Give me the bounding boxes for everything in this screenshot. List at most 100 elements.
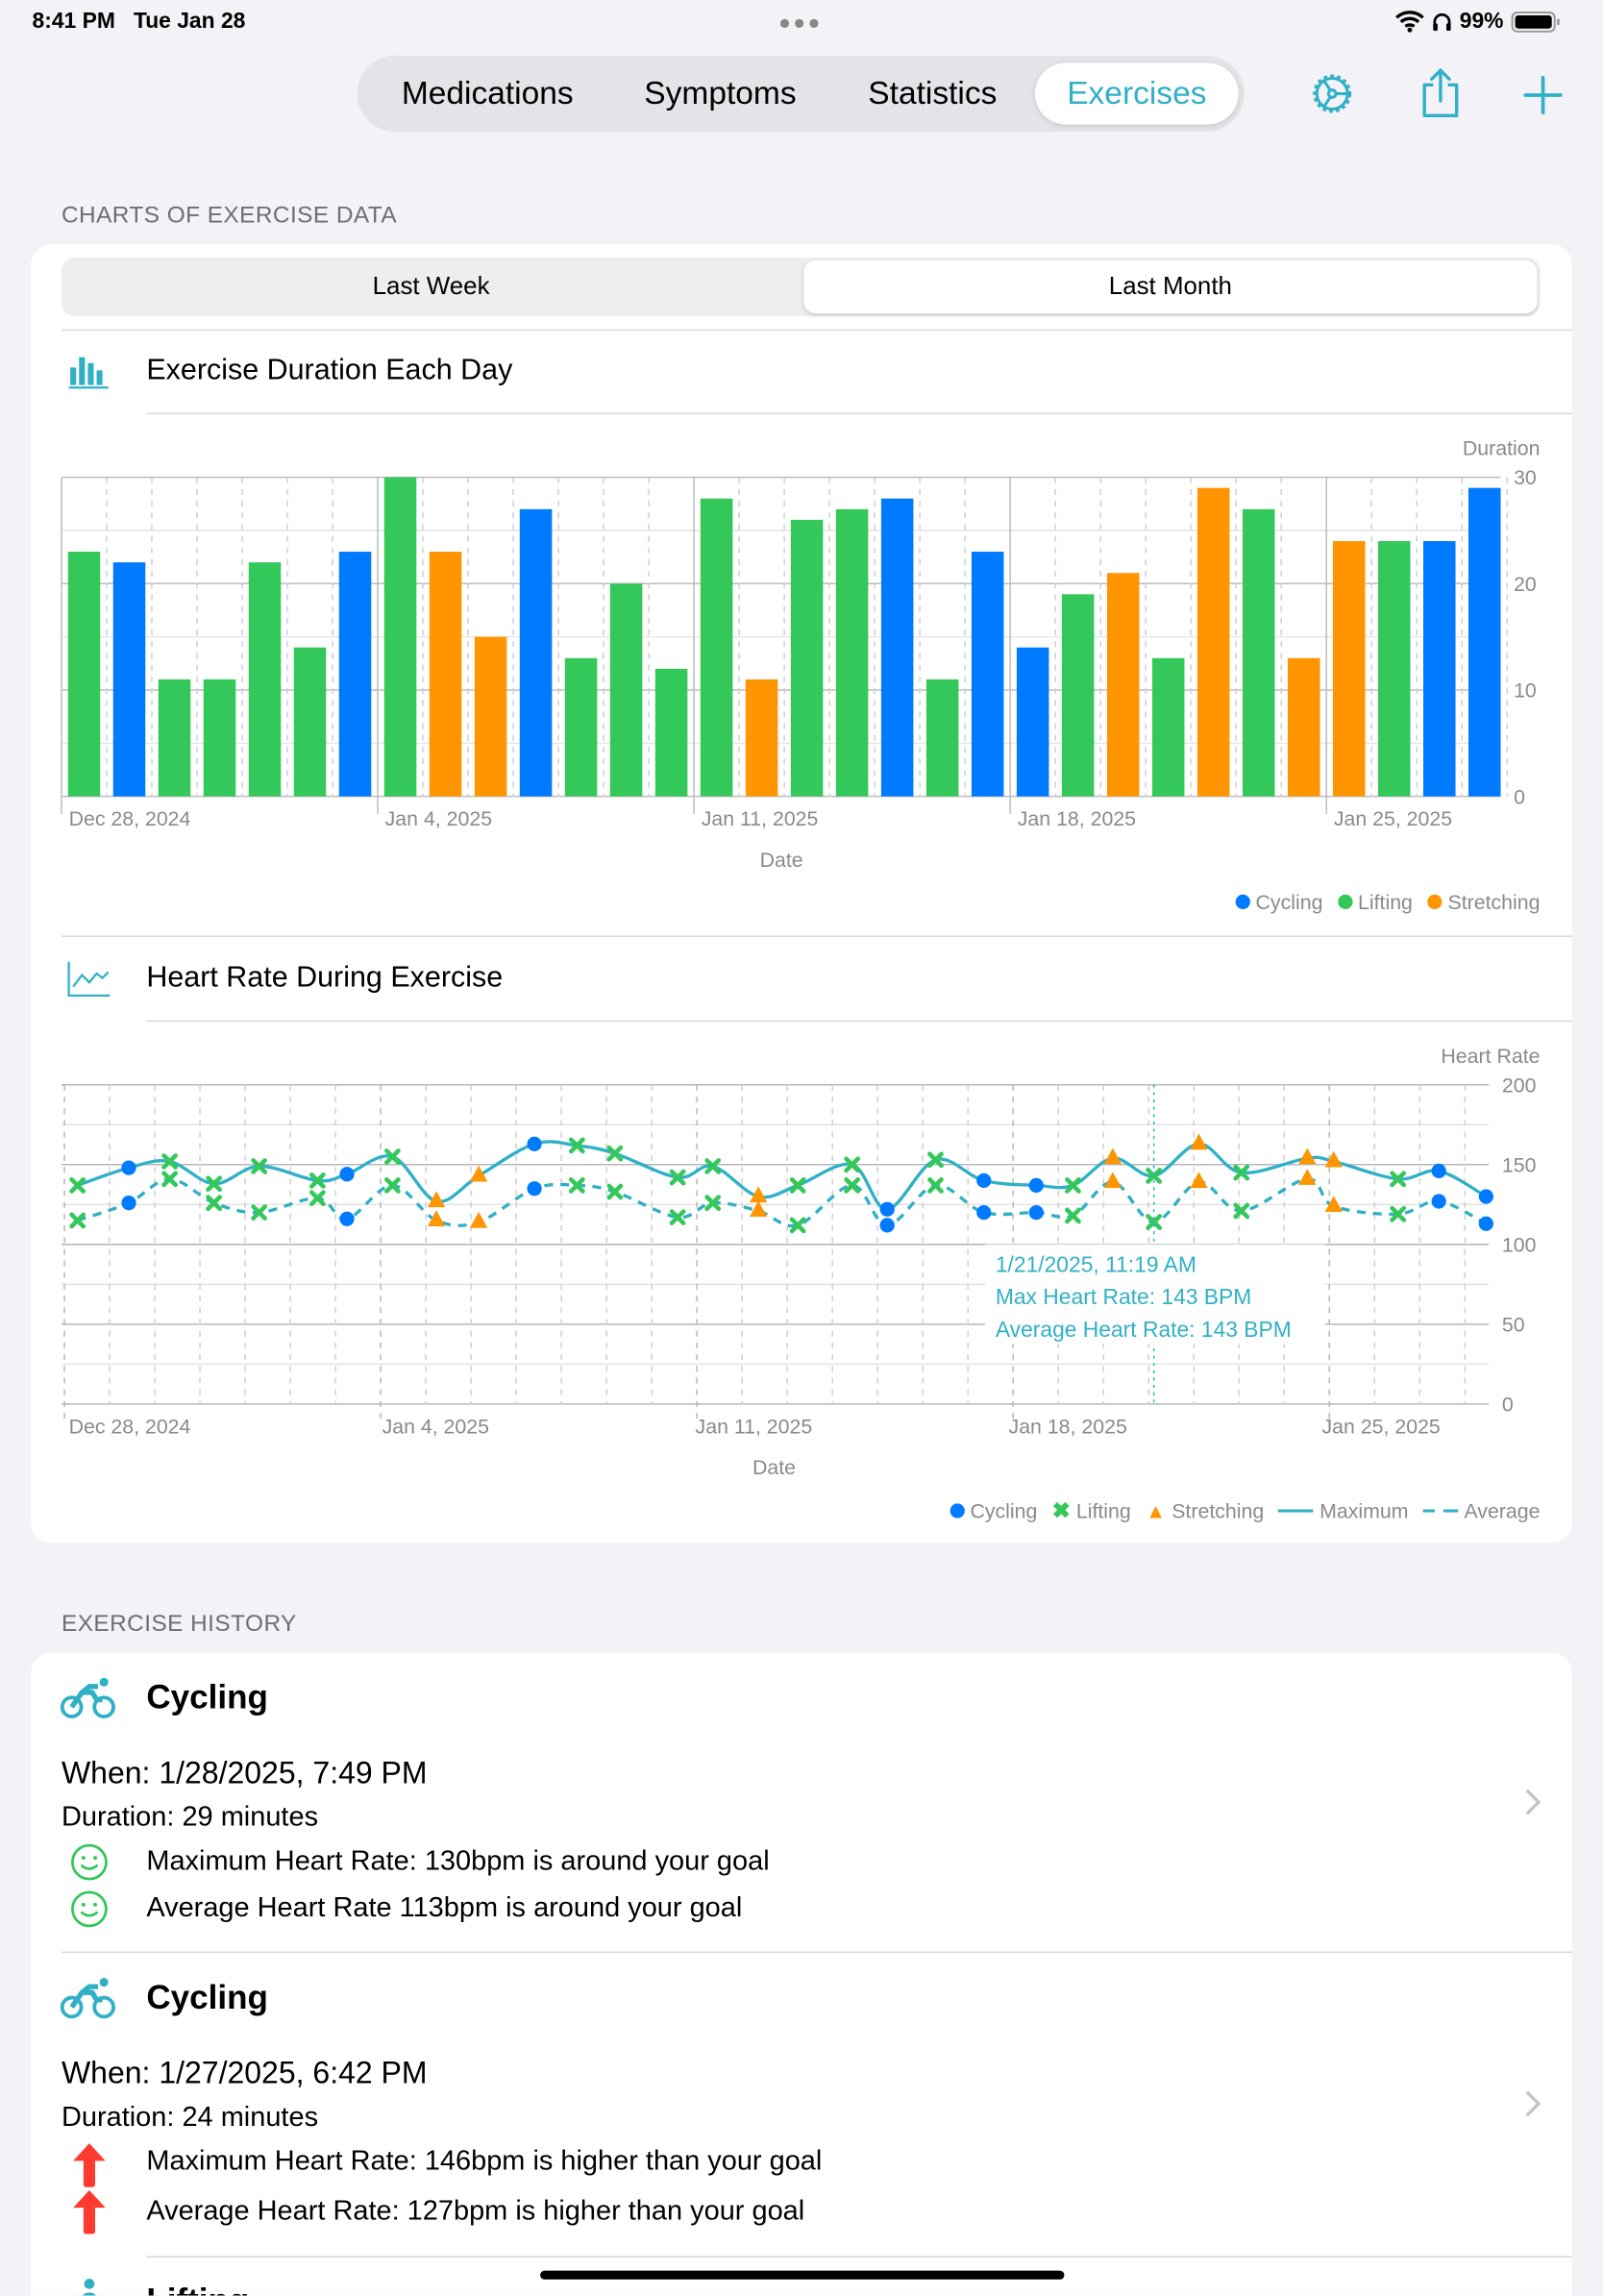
divider [146, 2256, 1573, 2258]
bar-2025-01-13 [790, 519, 824, 797]
avg-point-2025-01-19T16:20 [1065, 1207, 1081, 1224]
bar-2025-01-02 [293, 647, 327, 797]
history-item-when: When: 1/27/2025, 6:42 PM [61, 2057, 428, 2091]
avg-point-2025-01-08T16:50 [568, 1176, 585, 1194]
max-point-2025-01-14T19:00 [844, 1156, 861, 1173]
y-tick-label: 30 [1514, 466, 1537, 489]
max-point-2025-01-21T11:19 [1146, 1168, 1163, 1184]
max-point-2024-12-30T16:30 [161, 1153, 178, 1170]
line-chart-icon [67, 961, 111, 997]
duration-chart-title: Exercise Duration Each Day [146, 354, 513, 387]
bar-2025-01-17 [971, 552, 1004, 797]
bar-2025-01-08 [564, 657, 598, 797]
history-item[interactable]: Lifting [31, 2258, 1572, 2296]
heart-y-label: Heart Rate [1441, 1044, 1541, 1068]
home-indicator[interactable] [540, 2270, 1065, 2280]
bar-2025-01-19 [1061, 594, 1095, 797]
history-item[interactable]: Cycling When: 1/28/2025, 7:49 PM Duratio… [31, 1653, 1572, 1952]
avg-point-2025-01-24T20:50 [1298, 1169, 1317, 1185]
settings-gear-icon[interactable] [1307, 69, 1357, 119]
heart-rate-line-chart: 1/21/2025, 11:19 AM Max Heart Rate: 143 B… [61, 1074, 1537, 1438]
battery-percent: 99% [1459, 9, 1504, 35]
bicycle-icon [60, 1977, 115, 2019]
history-item-avg-hr: Average Heart Rate: 127bpm is higher tha… [146, 2195, 805, 2227]
status-time: 8:41 PM Tue Jan 28 [32, 9, 246, 35]
bar-2025-01-22 [1196, 487, 1230, 797]
y-tick-label: 0 [1514, 785, 1525, 808]
tab-symptoms[interactable]: Symptoms [644, 74, 797, 111]
bar-2025-01-14 [835, 508, 869, 797]
history-item-duration: Duration: 29 minutes [61, 1802, 319, 1834]
headphones-icon [1433, 12, 1451, 31]
bar-2025-01-20 [1106, 573, 1140, 797]
max-point-2025-01-20T13:30 [1103, 1148, 1122, 1165]
duration-legend: Cycling Lifting Stretching [1235, 890, 1541, 914]
tooltip-avg: Average Heart Rate: 143 BPM [996, 1317, 1292, 1342]
x-tick-label: Jan 11, 2025 [696, 1415, 813, 1438]
avg-point-2025-01-07T18:15 [527, 1181, 542, 1197]
bar-2025-01-03 [338, 552, 372, 797]
bar-chart-icon [68, 357, 109, 389]
y-tick-label: 150 [1502, 1153, 1537, 1176]
x-tick-label: Jan 4, 2025 [385, 807, 492, 830]
chevron-right-icon [1525, 1789, 1541, 1815]
tab-statistics[interactable]: Statistics [868, 74, 998, 111]
x-tick-label: Dec 28, 2024 [69, 807, 191, 830]
max-point-2025-01-28T19:49 [1478, 1189, 1493, 1204]
plus-icon[interactable] [1522, 75, 1564, 116]
bar-2025-01-15 [880, 498, 914, 797]
history-item-title: Cycling [146, 1677, 268, 1716]
x-tick-label: Jan 11, 2025 [702, 807, 819, 830]
share-icon[interactable] [1418, 66, 1463, 122]
person-lifting-icon [83, 2279, 96, 2296]
range-last-month[interactable]: Last Month [803, 260, 1538, 313]
y-tick-label: 10 [1514, 679, 1537, 703]
duration-bar-chart: 0 10 20 30 Dec 28, 2024 Jan 4, 2025 Jan 11, 20… [61, 466, 1537, 830]
history-section-header: EXERCISE HISTORY [61, 1612, 297, 1638]
x-tick-label: Jan 18, 2025 [1009, 1415, 1127, 1438]
bar-2025-01-05 [429, 552, 462, 797]
charts-section-header: CHARTS OF EXERCISE DATA [61, 203, 398, 229]
max-point-2025-01-19T16:20 [1065, 1176, 1081, 1194]
max-point-2025-01-17T17:00 [976, 1173, 992, 1189]
bar-2024-12-29 [112, 562, 146, 797]
bar-2025-01-21 [1151, 657, 1185, 797]
tab-exercises[interactable]: Exercises [1034, 62, 1239, 125]
divider [146, 412, 1573, 415]
legend-stretching: Stretching [1427, 890, 1541, 914]
x-mark-icon: ✖ [1051, 1498, 1071, 1524]
bar-2025-01-10 [654, 668, 688, 797]
history-item[interactable]: Cycling When: 1/27/2025, 6:42 PM Duratio… [31, 1953, 1572, 2256]
max-point-2025-01-25T10:50 [1324, 1150, 1343, 1168]
section-tabs: Medications Symptoms Statistics Exercise… [357, 55, 1245, 133]
history-card [30, 1652, 1573, 2296]
bar-2025-01-09 [609, 583, 643, 797]
avg-point-2025-01-10T22:20 [669, 1209, 686, 1225]
max-point-2025-01-12T17:15 [750, 1186, 768, 1203]
history-item-title: Lifting [146, 2281, 249, 2295]
avg-point-2025-01-17T17:00 [976, 1204, 992, 1221]
smiley-icon [71, 1843, 108, 1881]
avg-point-2025-01-26T21:00 [1390, 1205, 1407, 1222]
legend-lifting: Lifting [1337, 890, 1413, 914]
avg-point-2025-01-06T12:40 [470, 1211, 488, 1228]
range-segmented-control: Last Week Last Month [61, 258, 1541, 317]
avg-point-2024-12-29T18:45 [121, 1196, 136, 1211]
range-last-week[interactable]: Last Week [372, 272, 490, 301]
tab-medications[interactable]: Medications [401, 74, 574, 111]
bar-2025-01-06 [474, 636, 507, 797]
bar-2025-01-27 [1422, 541, 1456, 797]
max-point-2025-01-11T17:00 [704, 1158, 722, 1174]
tooltip-date: 1/21/2025, 11:19 AM [996, 1252, 1196, 1277]
bar-2024-12-31 [203, 679, 236, 797]
bar-2025-01-01 [248, 562, 282, 797]
wifi-icon [1395, 11, 1424, 33]
duration-x-label: Date [759, 847, 803, 872]
bicycle-icon [60, 1677, 115, 1718]
multitask-dots[interactable] [779, 18, 819, 28]
avg-point-2025-01-04T14:50 [384, 1176, 401, 1194]
avg-point-2025-01-13T14:10 [789, 1217, 806, 1234]
avg-point-2024-12-28T15:30 [69, 1212, 86, 1229]
max-point-2024-12-31T16:00 [206, 1175, 223, 1193]
y-tick-label: 100 [1502, 1233, 1537, 1256]
